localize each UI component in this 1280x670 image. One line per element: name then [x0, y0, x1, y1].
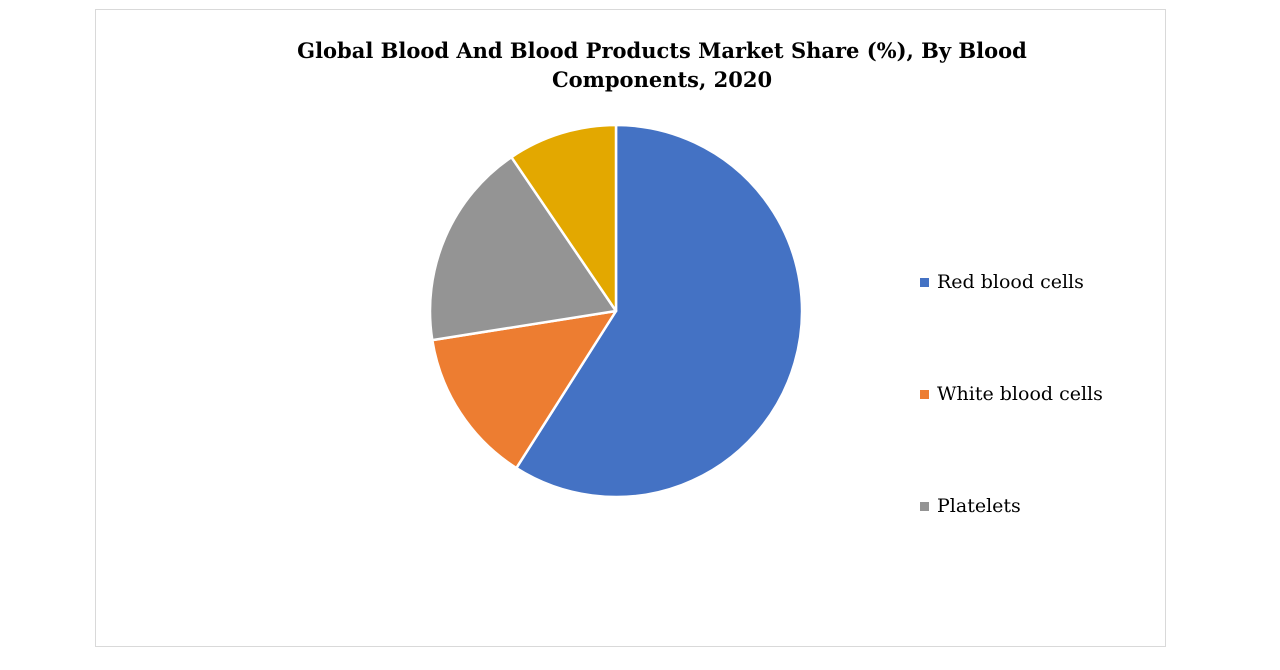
legend-item-white-blood-cells: White blood cells	[920, 380, 1103, 408]
pie-slice-white-blood-cells	[431, 309, 618, 470]
legend-item-red-blood-cells: Red blood cells	[920, 268, 1084, 296]
legend-label-red-blood-cells: Red blood cells	[937, 271, 1084, 293]
legend-swatch-platelets	[920, 501, 929, 511]
chart-title-line-2: Components, 2020	[551, 67, 773, 92]
pie-slice-slice-4	[510, 123, 618, 313]
chart-title: Global Blood And Blood Products Market S…	[212, 36, 1112, 94]
legend-swatch-red-blood-cells	[920, 277, 929, 287]
legend-label-white-blood-cells: White blood cells	[937, 383, 1103, 405]
chart-title-line-1: Global Blood And Blood Products Market S…	[297, 38, 1027, 63]
legend-item-platelets: Platelets	[920, 492, 1021, 520]
pie-slice-red-blood-cells	[515, 123, 804, 499]
legend-label-platelets: Platelets	[937, 495, 1021, 517]
legend-swatch-white-blood-cells	[920, 389, 929, 399]
pie-slice-platelets	[428, 155, 618, 342]
